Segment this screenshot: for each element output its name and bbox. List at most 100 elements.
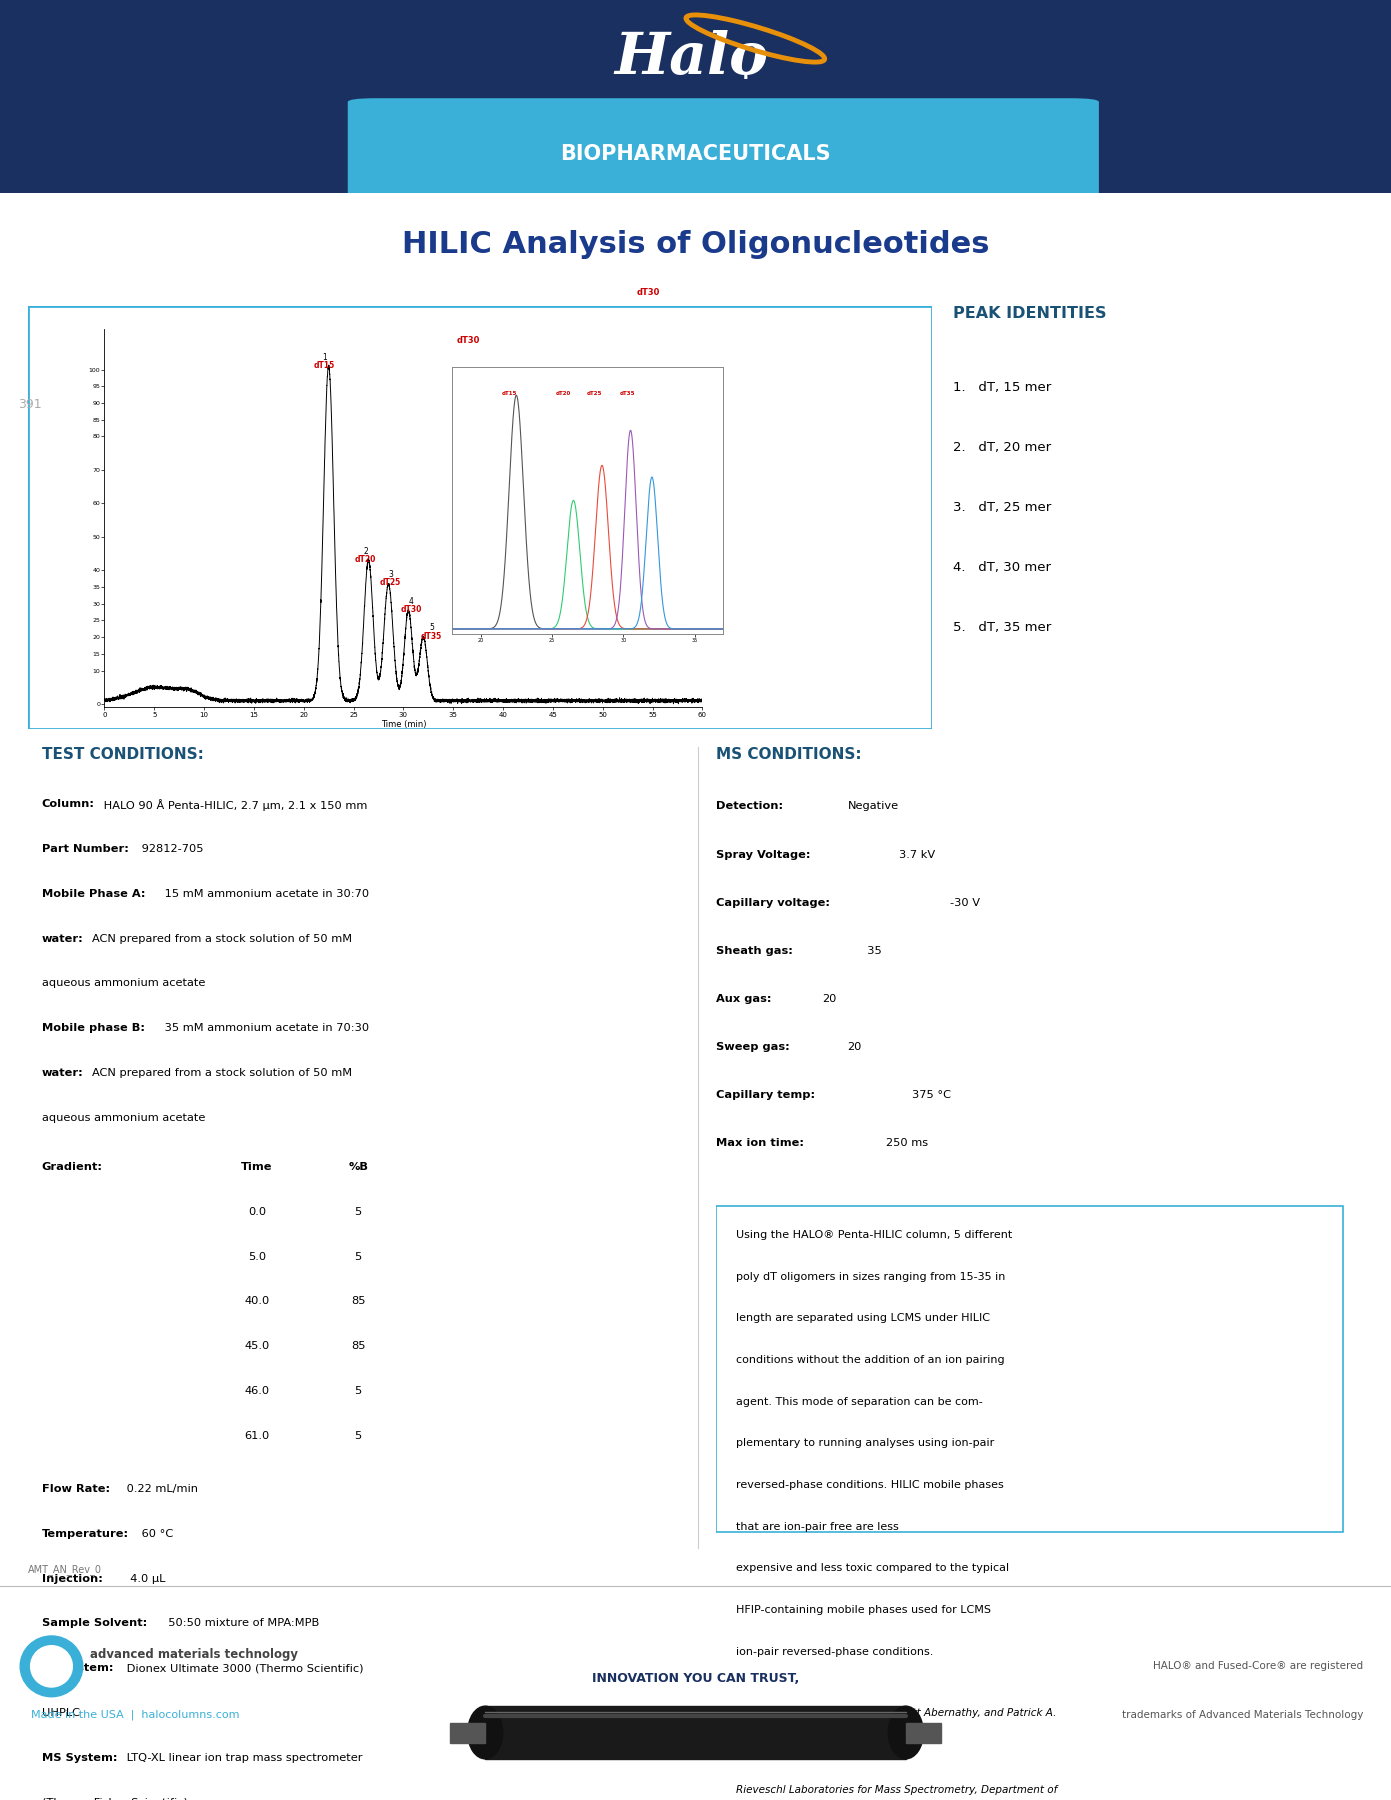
Text: dT15: dT15 — [314, 360, 335, 369]
Text: 2.   dT, 20 mer: 2. dT, 20 mer — [953, 441, 1052, 454]
Ellipse shape — [889, 1706, 924, 1759]
Text: LC System:: LC System: — [42, 1663, 113, 1674]
FancyBboxPatch shape — [716, 1206, 1344, 1532]
Text: 0.0: 0.0 — [248, 1206, 266, 1217]
Text: ACN prepared from a stock solution of 50 mM: ACN prepared from a stock solution of 50… — [92, 1067, 352, 1078]
Text: Aux gas:: Aux gas: — [716, 994, 772, 1004]
Text: dT30: dT30 — [637, 288, 659, 297]
Text: length are separated using LCMS under HILIC: length are separated using LCMS under HI… — [736, 1314, 989, 1323]
Text: 20: 20 — [847, 1042, 862, 1051]
Text: 85: 85 — [351, 1341, 366, 1352]
Ellipse shape — [31, 1645, 72, 1687]
Text: AMT_AN_Rev_0: AMT_AN_Rev_0 — [28, 1564, 102, 1575]
Text: Rieveschl Laboratories for Mass Spectrometry, Department of: Rieveschl Laboratories for Mass Spectrom… — [736, 1786, 1057, 1795]
Text: .: . — [741, 56, 750, 85]
X-axis label: Time (min): Time (min) — [381, 720, 426, 729]
Text: dT20: dT20 — [556, 391, 572, 396]
Text: ACN prepared from a stock solution of 50 mM: ACN prepared from a stock solution of 50… — [92, 934, 352, 943]
Text: HALO® and Fused-Core® are registered: HALO® and Fused-Core® are registered — [1153, 1661, 1363, 1672]
Text: 2: 2 — [363, 547, 367, 556]
Text: dT30: dT30 — [401, 605, 421, 614]
Text: Part Number:: Part Number: — [42, 844, 128, 853]
Text: (Thermo Fisher Scientific): (Thermo Fisher Scientific) — [42, 1798, 188, 1800]
Text: PERFORMANCE YOU CAN RELY ON: PERFORMANCE YOU CAN RELY ON — [577, 1721, 814, 1733]
Text: 92812-705: 92812-705 — [138, 844, 203, 853]
Text: Negative: Negative — [847, 801, 899, 812]
Text: 0.22 mL/min: 0.22 mL/min — [122, 1483, 198, 1494]
Text: Mobile phase B:: Mobile phase B: — [42, 1024, 145, 1033]
Text: water:: water: — [42, 1067, 83, 1078]
Text: LTQ-XL linear ion trap mass spectrometer: LTQ-XL linear ion trap mass spectrometer — [122, 1753, 362, 1762]
Text: Capillary voltage:: Capillary voltage: — [716, 898, 830, 907]
Text: ion-pair reversed-phase conditions.: ion-pair reversed-phase conditions. — [736, 1647, 933, 1656]
Text: Column:: Column: — [42, 799, 95, 808]
Text: dT25: dT25 — [380, 578, 401, 587]
Text: Time: Time — [241, 1163, 273, 1172]
Text: 1: 1 — [323, 353, 327, 362]
Text: -30 V: -30 V — [950, 898, 979, 907]
Text: UHPLC: UHPLC — [42, 1708, 79, 1719]
Text: advanced materials technology: advanced materials technology — [90, 1647, 299, 1661]
Text: that are ion-pair free are less: that are ion-pair free are less — [736, 1521, 899, 1532]
Text: HALO 90 Å Penta-HILIC, 2.7 μm, 2.1 x 150 mm: HALO 90 Å Penta-HILIC, 2.7 μm, 2.1 x 150… — [100, 799, 367, 812]
Text: Dionex Ultimate 3000 (Thermo Scientific): Dionex Ultimate 3000 (Thermo Scientific) — [122, 1663, 363, 1674]
Text: 3.7 kV: 3.7 kV — [899, 850, 935, 860]
Text: aqueous ammonium acetate: aqueous ammonium acetate — [42, 979, 204, 988]
Text: 250 ms: 250 ms — [886, 1138, 928, 1148]
Text: trademarks of Advanced Materials Technology: trademarks of Advanced Materials Technol… — [1121, 1710, 1363, 1721]
Text: HFIP-containing mobile phases used for LCMS: HFIP-containing mobile phases used for L… — [736, 1606, 990, 1615]
Text: dT30: dT30 — [456, 337, 480, 346]
Text: Gradient:: Gradient: — [42, 1163, 103, 1172]
Text: Mobile Phase A:: Mobile Phase A: — [42, 889, 145, 898]
Text: INNOVATION YOU CAN TRUST,: INNOVATION YOU CAN TRUST, — [593, 1672, 798, 1685]
Text: aqueous ammonium acetate: aqueous ammonium acetate — [42, 1112, 204, 1123]
Text: 5.   dT, 35 mer: 5. dT, 35 mer — [953, 621, 1052, 634]
Text: water:: water: — [42, 934, 83, 943]
Text: TEST CONDITIONS:: TEST CONDITIONS: — [42, 747, 203, 761]
Text: 5: 5 — [355, 1431, 362, 1442]
Text: agent. This mode of separation can be com-: agent. This mode of separation can be co… — [736, 1397, 982, 1406]
Text: Capillary temp:: Capillary temp: — [716, 1089, 815, 1100]
FancyBboxPatch shape — [348, 99, 1099, 205]
Text: Injection:: Injection: — [42, 1573, 103, 1584]
Text: 1.   dT, 15 mer: 1. dT, 15 mer — [953, 380, 1052, 394]
Text: Temperature:: Temperature: — [42, 1528, 129, 1539]
Text: 40.0: 40.0 — [245, 1296, 270, 1307]
Text: Max ion time:: Max ion time: — [716, 1138, 804, 1148]
Text: dT15: dT15 — [502, 391, 517, 396]
Text: Using the HALO® Penta-HILIC column, 5 different: Using the HALO® Penta-HILIC column, 5 di… — [736, 1229, 1011, 1240]
Bar — [485, 1706, 906, 1759]
Text: 3.   dT, 25 mer: 3. dT, 25 mer — [953, 500, 1052, 513]
Text: reversed-phase conditions. HILIC mobile phases: reversed-phase conditions. HILIC mobile … — [736, 1480, 1003, 1490]
Bar — [451, 1723, 485, 1742]
Ellipse shape — [19, 1636, 83, 1697]
Text: Sweep gas:: Sweep gas: — [716, 1042, 790, 1051]
Text: dT20: dT20 — [355, 554, 376, 563]
Text: 50:50 mixture of MPA:MPB: 50:50 mixture of MPA:MPB — [161, 1618, 319, 1629]
Text: conditions without the addition of an ion pairing: conditions without the addition of an io… — [736, 1355, 1004, 1364]
Text: 60 °C: 60 °C — [138, 1528, 174, 1539]
Text: MS System:: MS System: — [42, 1753, 117, 1762]
FancyBboxPatch shape — [28, 306, 932, 729]
Text: Sheath gas:: Sheath gas: — [716, 945, 793, 956]
Text: Data courtesy of Asif Rayhan, Scott Abernathy, and Patrick A.: Data courtesy of Asif Rayhan, Scott Aber… — [736, 1708, 1056, 1719]
Text: dT25: dT25 — [587, 391, 602, 396]
Text: 3: 3 — [388, 571, 392, 580]
Text: 45.0: 45.0 — [245, 1341, 270, 1352]
Text: poly dT oligomers in sizes ranging from 15-35 in: poly dT oligomers in sizes ranging from … — [736, 1271, 1004, 1282]
Text: 35 mM ammonium acetate in 70:30: 35 mM ammonium acetate in 70:30 — [161, 1024, 369, 1033]
Text: 5.0: 5.0 — [248, 1251, 266, 1262]
Text: 5: 5 — [355, 1206, 362, 1217]
Text: expensive and less toxic compared to the typical: expensive and less toxic compared to the… — [736, 1562, 1008, 1573]
Text: 85: 85 — [351, 1296, 366, 1307]
Text: Halo: Halo — [615, 29, 768, 86]
Text: Limbach: Limbach — [736, 1746, 780, 1757]
Text: %B: %B — [348, 1163, 369, 1172]
Text: Spray Voltage:: Spray Voltage: — [716, 850, 811, 860]
Text: 15 mM ammonium acetate in 30:70: 15 mM ammonium acetate in 30:70 — [161, 889, 369, 898]
Text: Flow Rate:: Flow Rate: — [42, 1483, 110, 1494]
Text: MS CONDITIONS:: MS CONDITIONS: — [716, 747, 862, 761]
Text: 4.   dT, 30 mer: 4. dT, 30 mer — [953, 560, 1050, 574]
Ellipse shape — [467, 1706, 502, 1759]
Text: BIOPHARMACEUTICALS: BIOPHARMACEUTICALS — [561, 144, 830, 164]
